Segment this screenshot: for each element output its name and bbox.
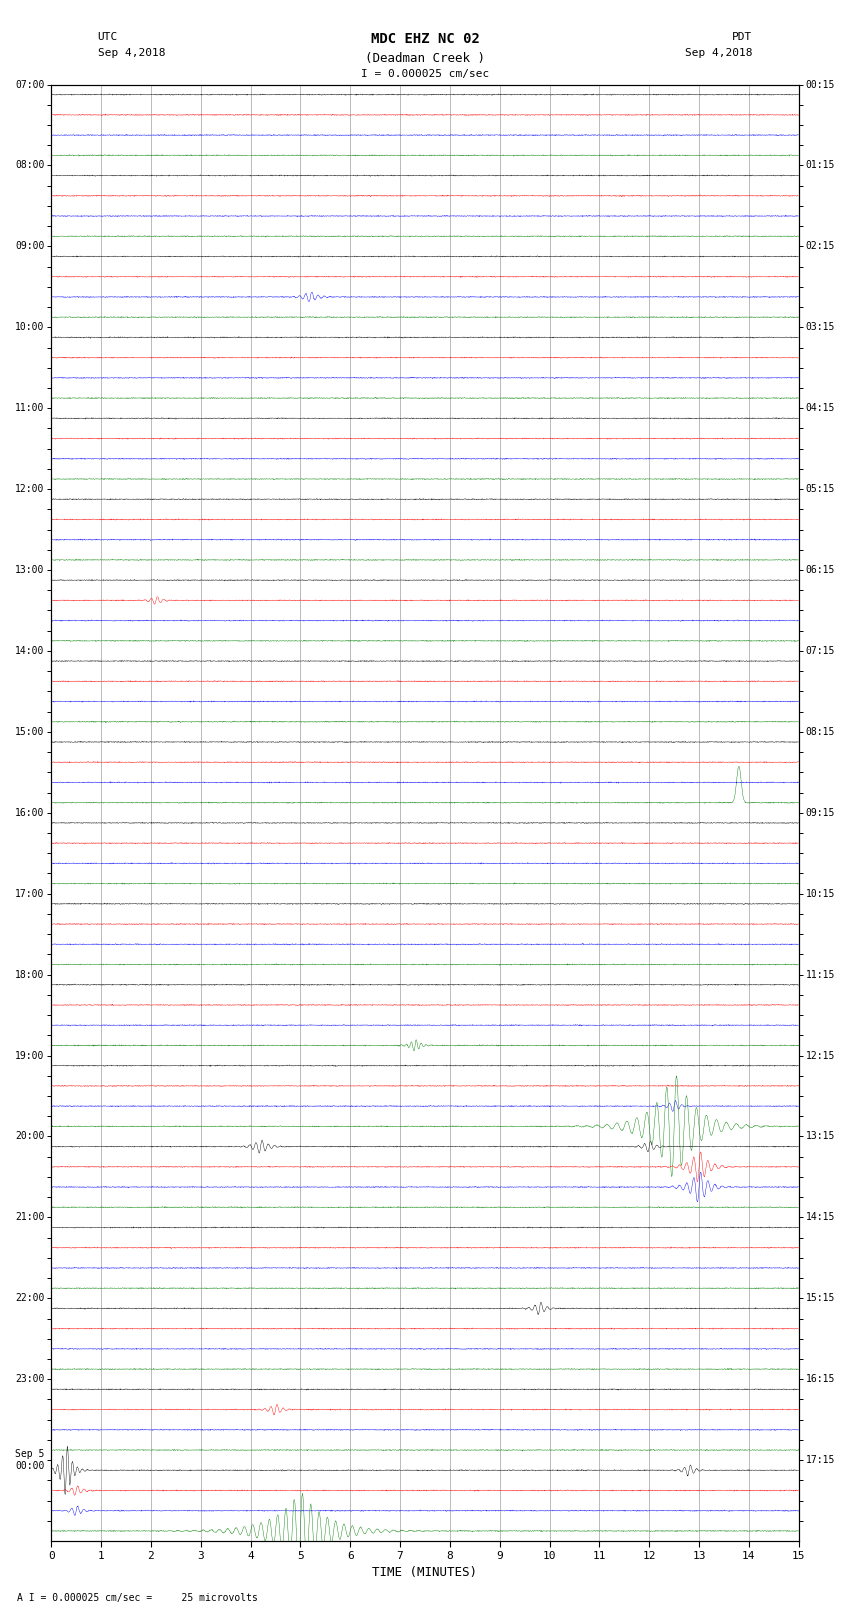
Text: I = 0.000025 cm/sec: I = 0.000025 cm/sec xyxy=(361,69,489,79)
Text: MDC EHZ NC 02: MDC EHZ NC 02 xyxy=(371,32,479,47)
Text: A I = 0.000025 cm/sec =     25 microvolts: A I = 0.000025 cm/sec = 25 microvolts xyxy=(17,1594,258,1603)
Text: (Deadman Creek ): (Deadman Creek ) xyxy=(365,52,485,65)
X-axis label: TIME (MINUTES): TIME (MINUTES) xyxy=(372,1566,478,1579)
Text: UTC: UTC xyxy=(98,32,118,42)
Text: Sep 4,2018: Sep 4,2018 xyxy=(98,48,165,58)
Text: Sep 4,2018: Sep 4,2018 xyxy=(685,48,752,58)
Text: PDT: PDT xyxy=(732,32,752,42)
